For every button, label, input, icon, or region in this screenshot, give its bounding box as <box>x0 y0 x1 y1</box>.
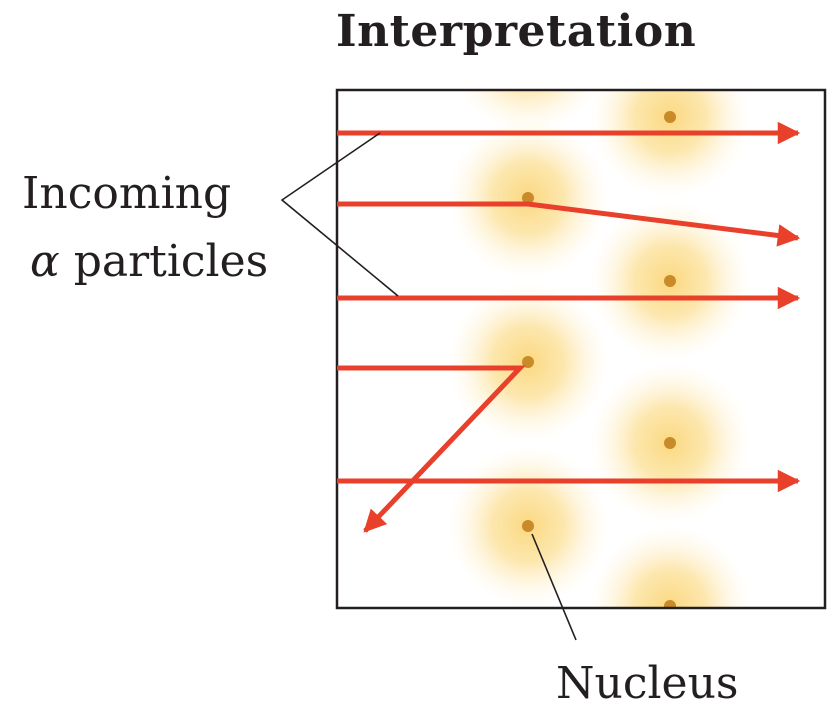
alpha-paths <box>337 121 801 533</box>
atom-clouds <box>448 90 750 608</box>
nucleus-dot <box>664 275 676 287</box>
leader-lines <box>280 132 577 641</box>
incoming-label-line2: α particles <box>30 240 268 284</box>
nucleus-dot <box>664 600 676 608</box>
nucleus-dot <box>522 520 534 532</box>
nucleus-leader-line <box>531 533 577 641</box>
nucleus-dot <box>522 192 534 204</box>
incoming-label-line1: Incoming <box>22 168 232 219</box>
electron-cloud <box>590 526 750 608</box>
diagram-frame <box>335 88 827 610</box>
alpha-symbol: α <box>30 236 60 287</box>
nuclei <box>522 111 676 608</box>
electron-cloud <box>590 90 750 197</box>
nucleus-dot <box>664 437 676 449</box>
alpha-path-slightly-deflected <box>337 201 801 247</box>
incoming-leader-line <box>280 132 399 297</box>
alpha-path-backscattered <box>337 365 526 533</box>
nucleus-label: Nucleus <box>556 658 739 709</box>
electron-cloud <box>457 90 599 132</box>
diagram-title: Interpretation <box>336 6 697 57</box>
particles-text: particles <box>59 236 269 287</box>
nucleus-dot <box>522 356 534 368</box>
nucleus-dot <box>664 111 676 123</box>
